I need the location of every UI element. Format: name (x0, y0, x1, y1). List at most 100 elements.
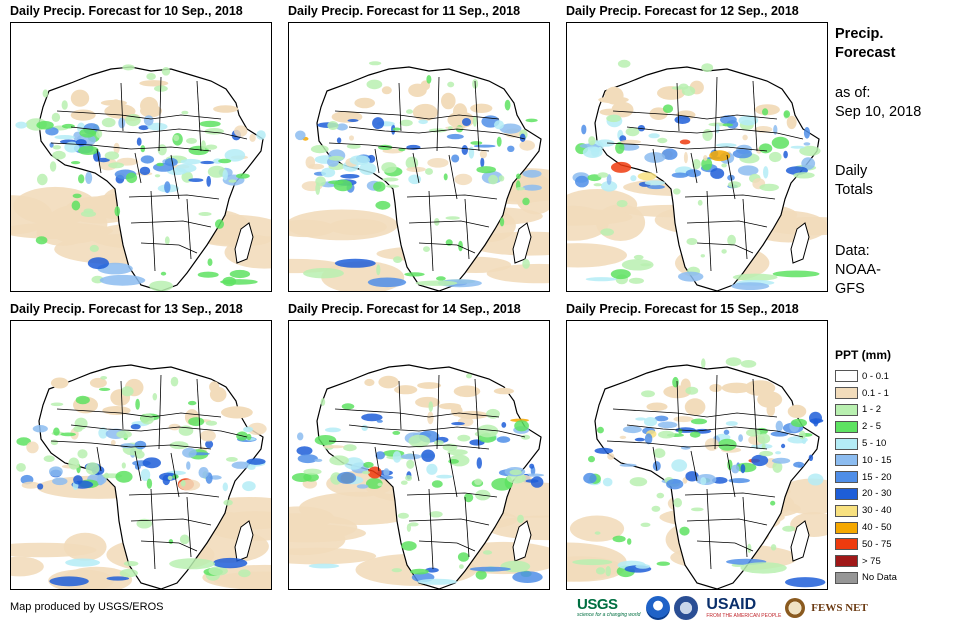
precip-area (793, 461, 805, 468)
precip-area (377, 482, 383, 487)
precip-area (759, 143, 773, 154)
precip-area (585, 277, 617, 282)
country-border (706, 190, 712, 272)
precip-area (392, 127, 401, 131)
precip-area (222, 482, 228, 492)
precip-area (617, 59, 631, 68)
dry-area (213, 571, 271, 589)
country-border (328, 142, 490, 152)
legend-label: 0.1 - 1 (862, 387, 889, 399)
dry-area (470, 103, 493, 114)
precip-area (238, 569, 251, 578)
precip-area (405, 156, 419, 170)
country-border (50, 440, 212, 450)
dry-area (381, 86, 392, 95)
country-border (690, 450, 698, 482)
precip-area (709, 150, 731, 162)
precip-area (600, 228, 614, 236)
madagascar-coastline (512, 520, 532, 562)
precip-area (427, 411, 434, 425)
precip-area (682, 477, 688, 484)
precip-area (689, 431, 701, 438)
legend-item: 30 - 40 (835, 502, 907, 519)
precip-area (522, 184, 542, 191)
legend-swatch (835, 420, 858, 433)
dry-area (441, 92, 456, 110)
dry-area (412, 103, 438, 121)
precip-area (381, 162, 397, 173)
legend-label: 50 - 75 (862, 538, 892, 550)
precip-area (628, 277, 644, 284)
precip-area (77, 449, 88, 459)
precip-area (470, 141, 483, 145)
precip-area (757, 433, 771, 444)
madagascar-coastline (512, 222, 532, 264)
precip-area (742, 134, 748, 141)
precip-area (368, 61, 382, 66)
precip-area (188, 178, 204, 183)
precip-area (87, 257, 109, 270)
dry-area (140, 104, 162, 118)
legend-swatch (835, 521, 858, 534)
precip-area (167, 475, 173, 481)
dry-area (298, 491, 422, 525)
precip-area (199, 120, 221, 128)
dry-area (11, 542, 97, 558)
precip-area (648, 133, 660, 139)
precip-area (208, 566, 228, 576)
precip-area (37, 173, 48, 186)
precip-legend: PPT (mm) 0 - 0.1 0.1 - 1 1 - 2 2 - 5 5 - 10 1… (835, 348, 907, 586)
precip-area (447, 81, 455, 88)
legend-item: 50 - 75 (835, 536, 907, 553)
precip-area (97, 474, 105, 486)
precip-area (793, 172, 815, 179)
precip-area (606, 114, 622, 123)
precip-area (446, 133, 464, 140)
country-border (726, 154, 736, 200)
dry-area (646, 402, 668, 411)
country-border (406, 194, 498, 200)
country-border (186, 496, 192, 558)
precip-area (740, 562, 787, 574)
precip-area (426, 463, 438, 475)
country-border (706, 488, 712, 570)
precip-area (498, 175, 505, 182)
country-border (96, 148, 102, 174)
forecast-panel-6: Daily Precip. Forecast for 15 Sep., 2018 (566, 302, 828, 590)
precip-area (366, 478, 383, 489)
precip-area (473, 144, 496, 148)
precip-area (200, 430, 216, 442)
precip-area (223, 499, 233, 506)
precip-area (199, 160, 215, 165)
precip-area (198, 467, 209, 479)
precip-area (731, 464, 740, 474)
precip-area (50, 439, 59, 446)
precip-area (170, 376, 179, 387)
precip-area (234, 125, 248, 137)
precip-area (49, 142, 54, 148)
precip-area (515, 187, 525, 191)
precip-area (366, 79, 383, 90)
precip-area (180, 480, 186, 487)
precip-area (507, 145, 515, 152)
precip-area (16, 437, 31, 446)
precip-area (678, 428, 683, 434)
legend-item: 20 - 30 (835, 486, 907, 503)
precip-area (52, 477, 68, 486)
country-border (474, 80, 480, 152)
precip-area (35, 236, 48, 245)
precip-area (621, 259, 654, 271)
legend-item: 0 - 0.1 (835, 368, 907, 385)
precip-area (612, 535, 626, 543)
precip-area (72, 193, 82, 199)
precip-area (243, 426, 254, 433)
forecast-map (566, 22, 828, 292)
precip-area (408, 434, 431, 448)
precip-area (161, 67, 171, 76)
precip-area (759, 450, 774, 457)
precip-area (445, 216, 460, 220)
precip-area (691, 507, 704, 512)
precip-area (175, 163, 197, 173)
dry-area (378, 375, 399, 389)
country-border (334, 408, 500, 418)
